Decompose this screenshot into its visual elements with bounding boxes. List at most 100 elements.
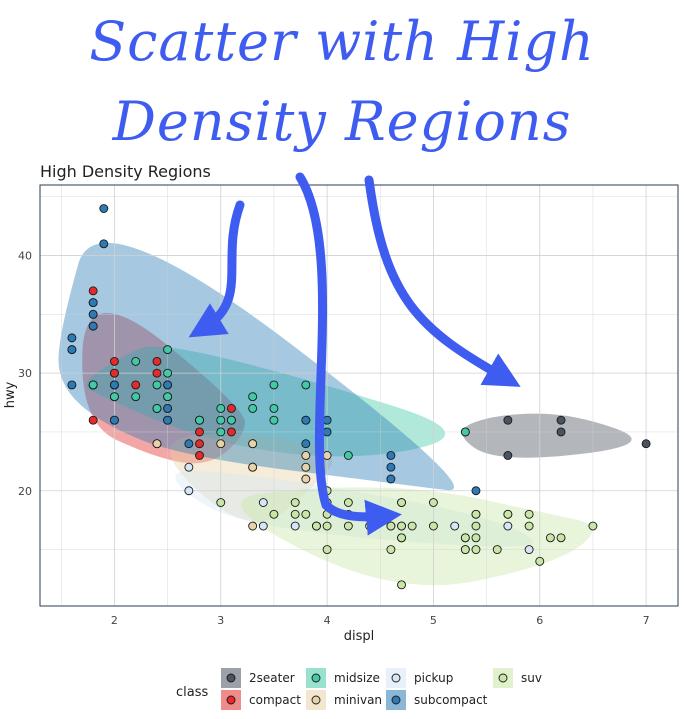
point-subcompact <box>109 415 119 425</box>
point-subcompact <box>301 439 311 449</box>
point-midsize <box>195 415 204 425</box>
legend-title: class <box>176 685 208 700</box>
point-midsize <box>152 403 162 413</box>
legend-marker-subcompact <box>391 695 401 705</box>
point-subcompact <box>67 380 77 390</box>
point-2seater <box>556 415 566 425</box>
point-2seater <box>503 415 513 425</box>
point-compact <box>195 451 204 460</box>
point-suv <box>588 521 598 531</box>
legend-label-midsize: midsize <box>334 671 380 685</box>
point-compact <box>195 439 204 449</box>
point-suv <box>397 580 406 590</box>
point-midsize <box>216 403 226 413</box>
point-suv <box>471 545 481 555</box>
legend-marker-pickup <box>391 673 401 683</box>
point-minivan <box>301 462 311 472</box>
y-tick-label: 20 <box>18 485 32 498</box>
annotation-banner: Scatter with High Density Regions <box>0 0 684 160</box>
point-minivan <box>301 451 311 460</box>
data-points <box>67 204 651 590</box>
legend-marker-midsize <box>311 673 321 683</box>
legend-label-compact: compact <box>249 693 301 707</box>
density-region-pickup <box>175 471 534 547</box>
legend: class 2seater compact midsize minivan pickup s… <box>176 668 542 710</box>
point-suv <box>386 521 396 531</box>
legend-marker-compact <box>226 695 236 705</box>
point-suv <box>556 533 566 543</box>
point-compact <box>226 403 236 413</box>
legend-label-pickup: pickup <box>414 671 453 685</box>
point-midsize <box>226 415 236 425</box>
x-axis-label: displ <box>344 629 375 644</box>
point-suv <box>492 545 502 555</box>
point-subcompact <box>99 239 109 249</box>
point-subcompact <box>67 345 77 355</box>
point-pickup <box>290 521 300 531</box>
point-subcompact <box>386 462 396 472</box>
point-minivan <box>322 451 332 460</box>
point-midsize <box>163 392 173 402</box>
point-suv <box>397 521 406 531</box>
point-compact <box>152 368 162 378</box>
point-compact <box>88 415 98 425</box>
point-compact <box>195 427 204 437</box>
point-subcompact <box>163 403 173 413</box>
point-pickup <box>184 462 194 472</box>
point-subcompact <box>88 298 98 308</box>
point-compact <box>109 368 119 378</box>
point-suv <box>545 533 555 543</box>
point-pickup <box>258 521 268 531</box>
point-subcompact <box>109 380 119 390</box>
point-suv <box>407 521 417 531</box>
point-suv <box>365 521 375 531</box>
point-subcompact <box>471 486 481 496</box>
point-subcompact <box>88 309 98 319</box>
legend-marker-minivan <box>311 695 321 705</box>
point-suv <box>524 521 534 531</box>
point-subcompact <box>99 204 109 213</box>
point-midsize <box>248 403 258 413</box>
grid-lines <box>40 185 678 606</box>
point-suv <box>428 498 438 507</box>
point-suv <box>290 509 300 519</box>
point-midsize <box>109 392 119 402</box>
point-midsize <box>269 380 279 390</box>
point-midsize <box>152 380 162 390</box>
point-suv <box>269 509 279 519</box>
point-suv <box>216 498 226 507</box>
point-suv <box>290 498 300 507</box>
point-midsize <box>460 427 470 437</box>
point-pickup <box>258 498 268 507</box>
annotation-arrow-2 <box>295 172 402 536</box>
legend-marker-suv <box>498 673 508 683</box>
point-minivan <box>152 439 162 449</box>
axis-ticks: 2 3 4 5 6 7 20 30 40 <box>18 250 650 627</box>
x-tick-label: 7 <box>643 614 650 627</box>
point-compact <box>226 427 236 437</box>
x-tick-label: 6 <box>536 614 543 627</box>
point-subcompact <box>386 474 396 484</box>
x-tick-label: 3 <box>217 614 224 627</box>
density-region-midsize <box>86 346 446 457</box>
point-suv <box>386 545 396 555</box>
density-region-2seater <box>462 413 632 458</box>
point-minivan <box>248 439 258 449</box>
point-suv <box>343 521 353 531</box>
point-compact <box>109 356 119 366</box>
banner-title-line1: Scatter with High <box>89 10 595 73</box>
point-suv <box>301 509 311 519</box>
point-subcompact <box>163 415 173 425</box>
annotation-arrow-3 <box>364 175 521 387</box>
density-region-subcompact <box>58 242 455 491</box>
point-midsize <box>163 368 173 378</box>
x-tick-label: 5 <box>430 614 437 627</box>
point-compact <box>88 286 98 296</box>
point-suv <box>397 498 406 507</box>
point-midsize <box>343 451 353 460</box>
point-subcompact <box>67 333 77 343</box>
point-subcompact <box>322 427 332 437</box>
point-compact <box>152 356 162 366</box>
x-tick-label: 2 <box>111 614 118 627</box>
